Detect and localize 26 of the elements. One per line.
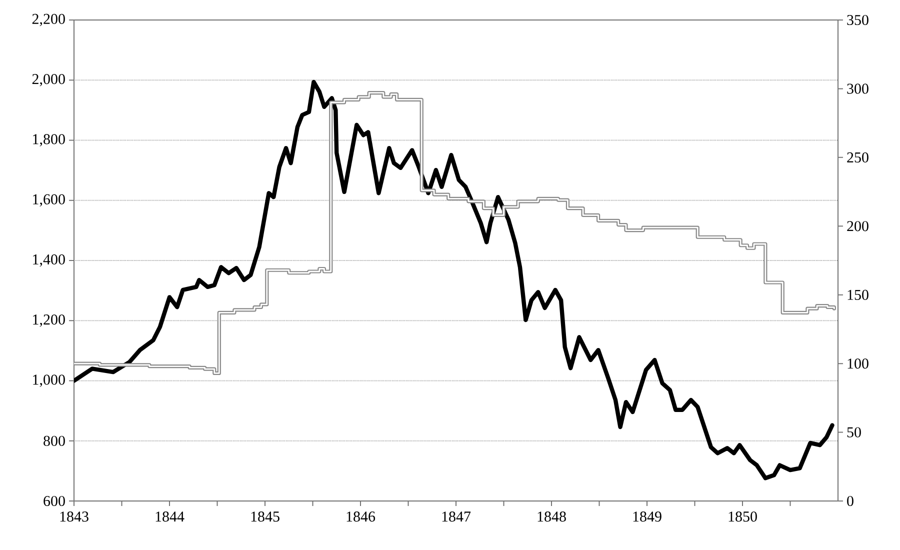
x-tick-label: 1843 <box>60 512 88 522</box>
y2-tick-label: 150 <box>848 290 868 300</box>
y2-tick-label: 350 <box>847 14 868 26</box>
y2-tick-label: 0 <box>847 496 854 506</box>
y-tick-label: 2,200 <box>32 14 65 26</box>
y-tick-label: 1,000 <box>33 374 65 387</box>
x-tick-label: 1846 <box>346 512 376 522</box>
y-tick-label: 1,200 <box>33 314 65 327</box>
y2-tick-label: 300 <box>847 84 868 94</box>
y-tick-label: 1,600 <box>33 194 65 207</box>
y-tick-label: 600 <box>44 496 65 506</box>
y2-tick-label: 250 <box>847 152 868 162</box>
x-tick-label: 1849 <box>633 512 662 522</box>
x-tick-label: 1844 <box>156 512 184 522</box>
x-tick-label: 1847 <box>442 512 471 522</box>
x-tick-label: 1850 <box>728 512 757 522</box>
y-tick-label: 800 <box>44 436 65 446</box>
y2-tick-label: 50 <box>847 427 861 438</box>
x-tick-label: 1848 <box>538 512 566 522</box>
line-series <box>74 80 834 480</box>
y-tick-label: 1,400 <box>33 254 65 267</box>
y2-tick-label: 200 <box>847 221 868 232</box>
y-tick-label: 1,800 <box>33 134 65 146</box>
x-tick-label: 1845 <box>251 512 280 522</box>
y2-tick-label: 100 <box>848 358 868 369</box>
y-tick-label: 2,000 <box>32 74 65 86</box>
